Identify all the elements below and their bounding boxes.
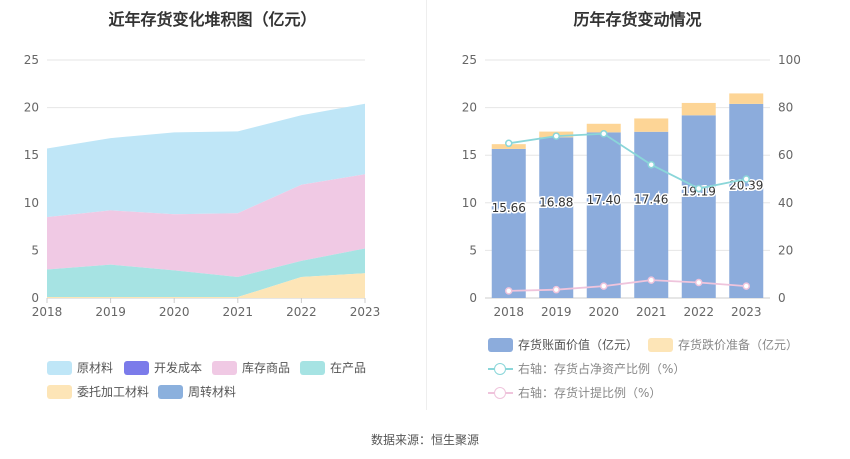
legend-swatch xyxy=(648,337,673,352)
legend-item-book-value[interactable]: 存货账面价值（亿元） xyxy=(488,336,638,353)
line-point xyxy=(600,130,608,138)
legend-item-wip[interactable]: 在产品 xyxy=(300,359,366,376)
data-source: 数据来源：恒生聚源 xyxy=(370,433,479,447)
line-point xyxy=(600,282,608,290)
x-tick-label: 2023 xyxy=(731,305,762,319)
bar-book-value xyxy=(729,103,764,298)
y2-tick-label: 80 xyxy=(778,101,793,115)
bar-value-label: 17.46 xyxy=(634,193,668,207)
legend-item-raw-materials[interactable]: 原材料 xyxy=(47,359,113,376)
legend-line-marker xyxy=(488,362,513,376)
bar-value-label: 15.66 xyxy=(492,201,526,215)
y-tick-label: 10 xyxy=(462,196,477,210)
y-tick-label: 20 xyxy=(24,101,39,115)
legend-swatch xyxy=(488,337,513,352)
legend-label: 原材料 xyxy=(77,361,114,375)
y-tick-label: 5 xyxy=(469,243,477,257)
line-point xyxy=(695,184,703,193)
legend-item-finished-goods[interactable]: 库存商品 xyxy=(212,359,290,376)
y2-tick-label: 40 xyxy=(778,196,793,210)
legend-line-marker xyxy=(488,386,513,400)
y-tick-label: 0 xyxy=(31,291,39,305)
bar-book-value xyxy=(491,148,526,298)
area-series xyxy=(47,174,365,278)
legend-label: 在产品 xyxy=(330,361,367,375)
y2-tick-label: 20 xyxy=(778,243,793,257)
right-chart-title: 历年存货变动情况 xyxy=(573,10,702,29)
bar-impairment xyxy=(586,123,621,133)
legend-item-consigned-materials[interactable]: 委托加工材料 xyxy=(47,383,149,400)
legend-swatch xyxy=(47,384,72,399)
bar-impairment xyxy=(729,93,764,104)
legend-swatch xyxy=(212,360,237,375)
legend-label: 存货跌价准备（亿元） xyxy=(678,338,799,352)
legend-label: 库存商品 xyxy=(242,361,291,375)
line-series xyxy=(508,279,747,292)
line-series xyxy=(508,132,747,190)
y2-tick-label: 0 xyxy=(778,291,786,305)
y2-tick-label: 60 xyxy=(778,148,793,162)
line-point xyxy=(742,175,750,183)
x-tick-label: 2022 xyxy=(683,305,714,319)
legend-swatch xyxy=(300,360,325,375)
x-tick-label: 2020 xyxy=(588,305,619,319)
legend-label: 存货账面价值（亿元） xyxy=(518,338,639,352)
legend-item-turnover-materials[interactable]: 周转材料 xyxy=(158,383,236,400)
bar-value-label: 17.40 xyxy=(587,193,621,207)
x-tick-label: 2021 xyxy=(636,305,667,319)
y-tick-label: 25 xyxy=(24,53,39,67)
x-tick-label: 2019 xyxy=(95,305,126,319)
legend-label: 右轴：存货占净资产比例（%） xyxy=(518,362,686,376)
bar-book-value xyxy=(539,137,574,298)
bar-book-value xyxy=(681,115,716,298)
bar-impairment xyxy=(681,102,716,116)
x-tick-label: 2019 xyxy=(541,305,572,319)
legend-item-development-cost[interactable]: 开发成本 xyxy=(124,359,202,376)
line-point xyxy=(695,278,703,287)
legend-item-inventory-ratio[interactable]: 右轴：存货占净资产比例（%） xyxy=(488,360,685,377)
x-tick-label: 2023 xyxy=(350,305,381,319)
x-tick-label: 2020 xyxy=(159,305,190,319)
legend-swatch xyxy=(158,384,183,399)
legend-label: 周转材料 xyxy=(188,385,237,399)
y-tick-label: 15 xyxy=(24,148,39,162)
line-point xyxy=(647,276,655,284)
area-series xyxy=(47,273,365,298)
x-tick-label: 2022 xyxy=(286,305,317,319)
legend-item-provision-ratio[interactable]: 右轴：存货计提比例（%） xyxy=(488,384,661,401)
x-tick-label: 2021 xyxy=(223,305,254,319)
line-point xyxy=(647,160,655,169)
chart-divider xyxy=(426,0,427,410)
line-point xyxy=(505,139,513,148)
line-point xyxy=(552,132,560,140)
bar-impairment xyxy=(634,118,669,132)
y-tick-label: 20 xyxy=(462,101,477,115)
line-point xyxy=(552,285,560,294)
y-tick-label: 0 xyxy=(469,291,477,305)
bar-book-value xyxy=(586,132,621,298)
y-tick-label: 15 xyxy=(462,148,477,162)
legend-label: 委托加工材料 xyxy=(77,385,150,399)
bar-value-label: 16.88 xyxy=(539,195,573,209)
y-tick-label: 10 xyxy=(24,196,39,210)
y2-tick-label: 100 xyxy=(778,53,801,67)
left-chart-title: 近年存货变化堆积图（亿元） xyxy=(108,10,317,29)
line-point xyxy=(505,287,513,295)
x-tick-label: 2018 xyxy=(32,305,63,319)
x-tick-label: 2018 xyxy=(493,305,524,319)
y-tick-label: 5 xyxy=(31,243,39,257)
area-series xyxy=(47,248,365,298)
area-series xyxy=(47,103,365,218)
legend-swatch xyxy=(124,360,149,375)
bar-book-value xyxy=(634,131,669,298)
legend-item-impairment[interactable]: 存货跌价准备（亿元） xyxy=(648,336,798,353)
legend-label: 右轴：存货计提比例（%） xyxy=(518,386,662,400)
y-tick-label: 25 xyxy=(462,53,477,67)
legend-label: 开发成本 xyxy=(154,361,203,375)
line-point xyxy=(742,282,750,290)
legend-swatch xyxy=(47,360,72,375)
